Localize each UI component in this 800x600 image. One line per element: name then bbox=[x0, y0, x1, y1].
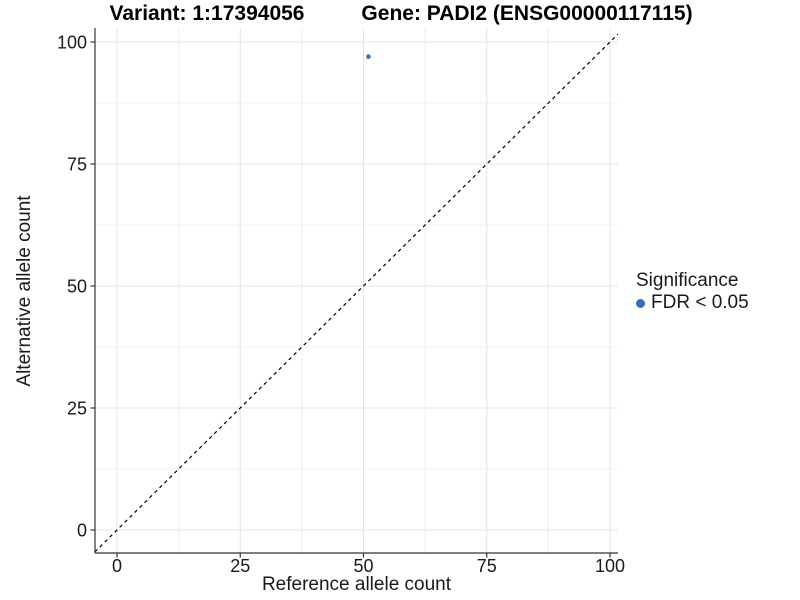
legend-item-label: FDR < 0.05 bbox=[651, 292, 749, 313]
x-tick-label: 25 bbox=[230, 556, 250, 576]
x-tick-label: 75 bbox=[477, 556, 497, 576]
legend-point-icon bbox=[636, 298, 645, 308]
y-tick-label: 50 bbox=[67, 277, 87, 297]
x-tick-label: 0 bbox=[112, 556, 122, 576]
y-tick-label: 25 bbox=[67, 399, 87, 419]
plot-title-gene: Gene: PADI2 (ENSG00000117115) bbox=[361, 2, 693, 25]
y-tick-label: 0 bbox=[77, 521, 87, 541]
x-axis-title: Reference allele count bbox=[261, 574, 452, 595]
legend: Significance FDR < 0.05 bbox=[636, 271, 749, 313]
y-tick-label: 75 bbox=[67, 155, 87, 175]
x-tick-label: 100 bbox=[595, 556, 625, 576]
data-point bbox=[366, 54, 371, 60]
identity-dashed-line bbox=[94, 33, 619, 553]
x-tick-label: 50 bbox=[353, 556, 373, 576]
y-axis-title: Alternative allele count bbox=[14, 195, 35, 387]
legend-title: Significance bbox=[636, 270, 739, 291]
plot-title-variant: Variant: 1:17394056 bbox=[109, 2, 305, 25]
y-tick-label: 100 bbox=[57, 33, 87, 53]
legend-item: FDR < 0.05 bbox=[636, 292, 749, 313]
